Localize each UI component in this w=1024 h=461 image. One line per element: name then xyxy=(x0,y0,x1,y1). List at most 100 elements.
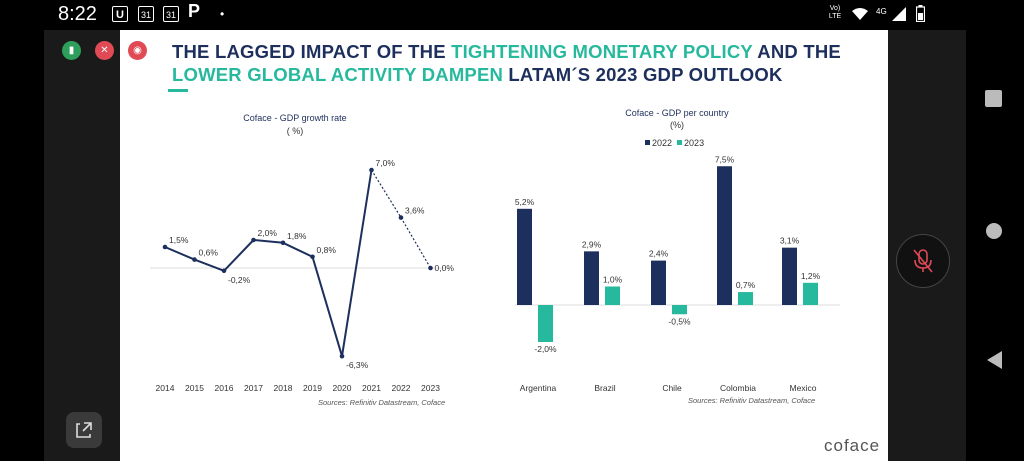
recents-button[interactable] xyxy=(985,90,1002,107)
title-highlight: TIGHTENING MONETARY POLICY xyxy=(451,41,753,62)
bar-label-mexico-2023: 1,2% xyxy=(801,271,821,281)
bar-label-brazil-2022: 2,9% xyxy=(582,239,602,249)
x-tick-2022: 2022 xyxy=(392,383,411,393)
x-tick-2015: 2015 xyxy=(185,383,204,393)
title-part: AND THE xyxy=(752,41,841,62)
line-segment xyxy=(164,246,195,261)
bar-chile-2023 xyxy=(672,305,687,315)
title-part: LATAM´S 2023 GDP OUTLOOK xyxy=(503,64,783,85)
category-label-argentina: Argentina xyxy=(520,383,557,393)
data-label-2023: 0,0% xyxy=(435,263,455,273)
data-label-2018: 1,8% xyxy=(287,231,307,241)
mic-off-icon[interactable]: ✕ xyxy=(95,41,114,60)
bar-argentina-2023 xyxy=(538,305,553,342)
x-tick-2019: 2019 xyxy=(303,383,322,393)
mic-off-icon xyxy=(913,249,933,273)
bar-label-mexico-2022: 3,1% xyxy=(780,236,800,246)
status-bar: 8:22 U 31 31 P • Vo) LTE 4G xyxy=(0,0,1024,30)
stats-icon[interactable]: ▮ xyxy=(62,41,81,60)
data-label-2017: 2,0% xyxy=(258,228,278,238)
line-segment xyxy=(282,241,313,258)
home-button[interactable] xyxy=(986,223,1002,239)
notification-u-icon: U xyxy=(112,6,128,22)
bar-colombia-2023 xyxy=(738,292,753,305)
bar-chart-source: Sources: Refinitiv Datastream, Coface xyxy=(688,396,816,405)
x-tick-2017: 2017 xyxy=(244,383,263,393)
x-tick-2020: 2020 xyxy=(333,383,352,393)
network-type-icon: 4G xyxy=(876,7,887,16)
title-line-2: LOWER GLOBAL ACTIVITY DAMPEN LATAM´S 202… xyxy=(172,63,841,86)
bar-chart-legend: 2022 2023 xyxy=(645,138,704,148)
bar-brazil-2023 xyxy=(605,286,620,305)
legend-label-2022: 2022 xyxy=(652,138,673,148)
data-label-2019: 0,8% xyxy=(317,245,337,255)
title-line-1: THE LAGGED IMPACT OF THE TIGHTENING MONE… xyxy=(172,40,841,63)
bar-label-colombia-2022: 7,5% xyxy=(715,154,735,164)
data-point-2019 xyxy=(310,254,315,260)
data-label-2021: 7,0% xyxy=(376,158,396,168)
bar-argentina-2022 xyxy=(517,208,532,305)
line-segment xyxy=(253,239,284,244)
legend-label-2023: 2023 xyxy=(684,138,705,148)
x-tick-2014: 2014 xyxy=(156,383,175,393)
parking-icon: P xyxy=(188,1,201,21)
coface-logo: coface xyxy=(824,436,881,455)
line-segment xyxy=(311,256,343,357)
x-tick-2023: 2023 xyxy=(421,383,440,393)
gdp-growth-line-chart: 1,5% 2014 0,6% 2015 -0,2% 2016 2,0% 2017 1,8% 201… xyxy=(150,158,455,393)
legend-swatch-2023 xyxy=(677,140,683,145)
title-highlight: LOWER GLOBAL ACTIVITY DAMPEN xyxy=(172,64,504,85)
back-button[interactable] xyxy=(985,350,1003,370)
wifi-icon xyxy=(852,8,868,20)
status-time: 8:22 xyxy=(58,3,97,25)
bar-colombia-2022 xyxy=(717,166,732,305)
bar-mexico-2022 xyxy=(782,247,797,305)
line-segment xyxy=(194,258,225,272)
line-chart-title: Coface - GDP growth rate xyxy=(243,113,347,123)
legend-swatch-2022 xyxy=(645,140,650,145)
calendar-icon: 31 xyxy=(138,6,154,22)
bar-label-chile-2022: 2,4% xyxy=(649,249,669,259)
bar-label-brazil-2023: 1,0% xyxy=(603,275,623,285)
bar-chart-subtitle: (%) xyxy=(670,120,684,130)
dot-icon: • xyxy=(220,7,225,21)
bar-label-argentina-2023: -2,0% xyxy=(534,344,557,354)
mic-toggle-button[interactable] xyxy=(896,234,950,288)
title-part: THE LAGGED IMPACT OF THE xyxy=(172,41,452,62)
bar-chile-2022 xyxy=(651,260,666,305)
data-point-2021 xyxy=(369,167,374,173)
data-label-2020: -6,3% xyxy=(346,360,369,370)
bar-label-chile-2023: -0,5% xyxy=(668,316,691,326)
record-icon[interactable]: ◉ xyxy=(128,41,147,60)
x-tick-2021: 2021 xyxy=(362,383,381,393)
data-point-2023 xyxy=(428,265,433,271)
line-segment xyxy=(400,217,432,269)
data-label-2014: 1,5% xyxy=(169,235,189,245)
data-point-2022 xyxy=(398,215,404,220)
x-tick-2016: 2016 xyxy=(215,383,234,393)
title-underline xyxy=(168,89,188,92)
calendar-icon-2: 31 xyxy=(163,6,179,22)
category-label-chile: Chile xyxy=(662,383,682,393)
data-point-2020 xyxy=(339,353,345,359)
navigation-bar xyxy=(966,30,1024,461)
bar-label-argentina-2022: 5,2% xyxy=(515,197,535,207)
share-button[interactable] xyxy=(66,412,102,448)
battery-icon xyxy=(916,5,925,22)
line-chart-source: Sources: Refinitiv Datastream, Coface xyxy=(318,398,446,407)
category-label-brazil: Brazil xyxy=(594,383,615,393)
data-label-2016: -0,2% xyxy=(228,275,251,285)
bar-label-colombia-2023: 0,7% xyxy=(736,280,756,290)
line-segment xyxy=(370,169,402,218)
bar-mexico-2023 xyxy=(803,282,818,305)
x-tick-2018: 2018 xyxy=(274,383,293,393)
line-chart-subtitle: ( %) xyxy=(286,126,304,136)
volte-icon: Vo) LTE xyxy=(828,5,842,20)
bar-brazil-2022 xyxy=(584,251,599,305)
data-point-2017 xyxy=(251,237,256,243)
slide-title: THE LAGGED IMPACT OF THE TIGHTENING MONE… xyxy=(172,40,841,86)
gdp-per-country-bar-chart: 5,2% -2,0% Argentina 2,9% 1,0% Brazil 2,4% -0,5… xyxy=(515,154,840,393)
data-point-2018 xyxy=(280,240,286,246)
category-label-mexico: Mexico xyxy=(790,383,817,393)
line-segment xyxy=(341,169,373,357)
